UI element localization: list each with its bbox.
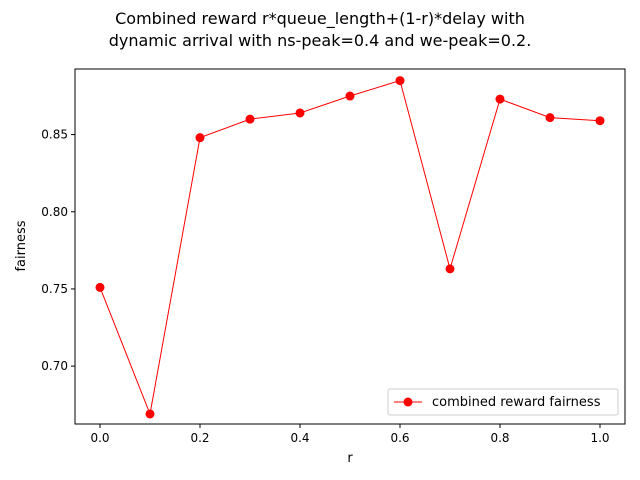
data-point bbox=[195, 133, 205, 143]
legend-marker bbox=[403, 397, 413, 407]
plot-area: 0.0 0.2 0.4 0.6 0.8 1.0 0.70 0.75 0.80 0.85 bbox=[41, 76, 610, 445]
x-axis-label: r bbox=[347, 451, 353, 466]
y-tick-label: 0.75 bbox=[41, 282, 68, 296]
chart-title-line-2: dynamic arrival with ns-peak=0.4 and we-… bbox=[109, 31, 532, 50]
legend-label: combined reward fairness bbox=[432, 395, 601, 410]
data-point bbox=[495, 94, 505, 104]
legend: combined reward fairness bbox=[387, 388, 619, 416]
plot-frame bbox=[74, 68, 626, 425]
data-point bbox=[95, 282, 105, 292]
x-tick-label: 0.6 bbox=[390, 431, 409, 445]
x-tick-label: 1.0 bbox=[590, 431, 609, 445]
chart-title-line-1: Combined reward r*queue_length+(1-r)*del… bbox=[115, 9, 525, 29]
x-tick-label: 0.8 bbox=[490, 431, 509, 445]
data-point bbox=[445, 264, 455, 274]
data-point bbox=[295, 108, 305, 118]
data-point bbox=[595, 116, 605, 126]
y-tick-label: 0.70 bbox=[41, 359, 68, 373]
data-point bbox=[345, 91, 355, 101]
legend-box bbox=[387, 388, 619, 416]
data-point bbox=[395, 76, 405, 86]
y-tick-label: 0.80 bbox=[41, 205, 68, 219]
data-point bbox=[145, 409, 155, 419]
data-point bbox=[245, 114, 255, 124]
x-tick-label: 0.0 bbox=[90, 431, 109, 445]
y-axis-label: fairness bbox=[14, 220, 29, 271]
x-tick-label: 0.2 bbox=[190, 431, 209, 445]
y-tick-label: 0.85 bbox=[41, 128, 68, 142]
data-point bbox=[545, 113, 555, 123]
x-tick-label: 0.4 bbox=[290, 431, 309, 445]
